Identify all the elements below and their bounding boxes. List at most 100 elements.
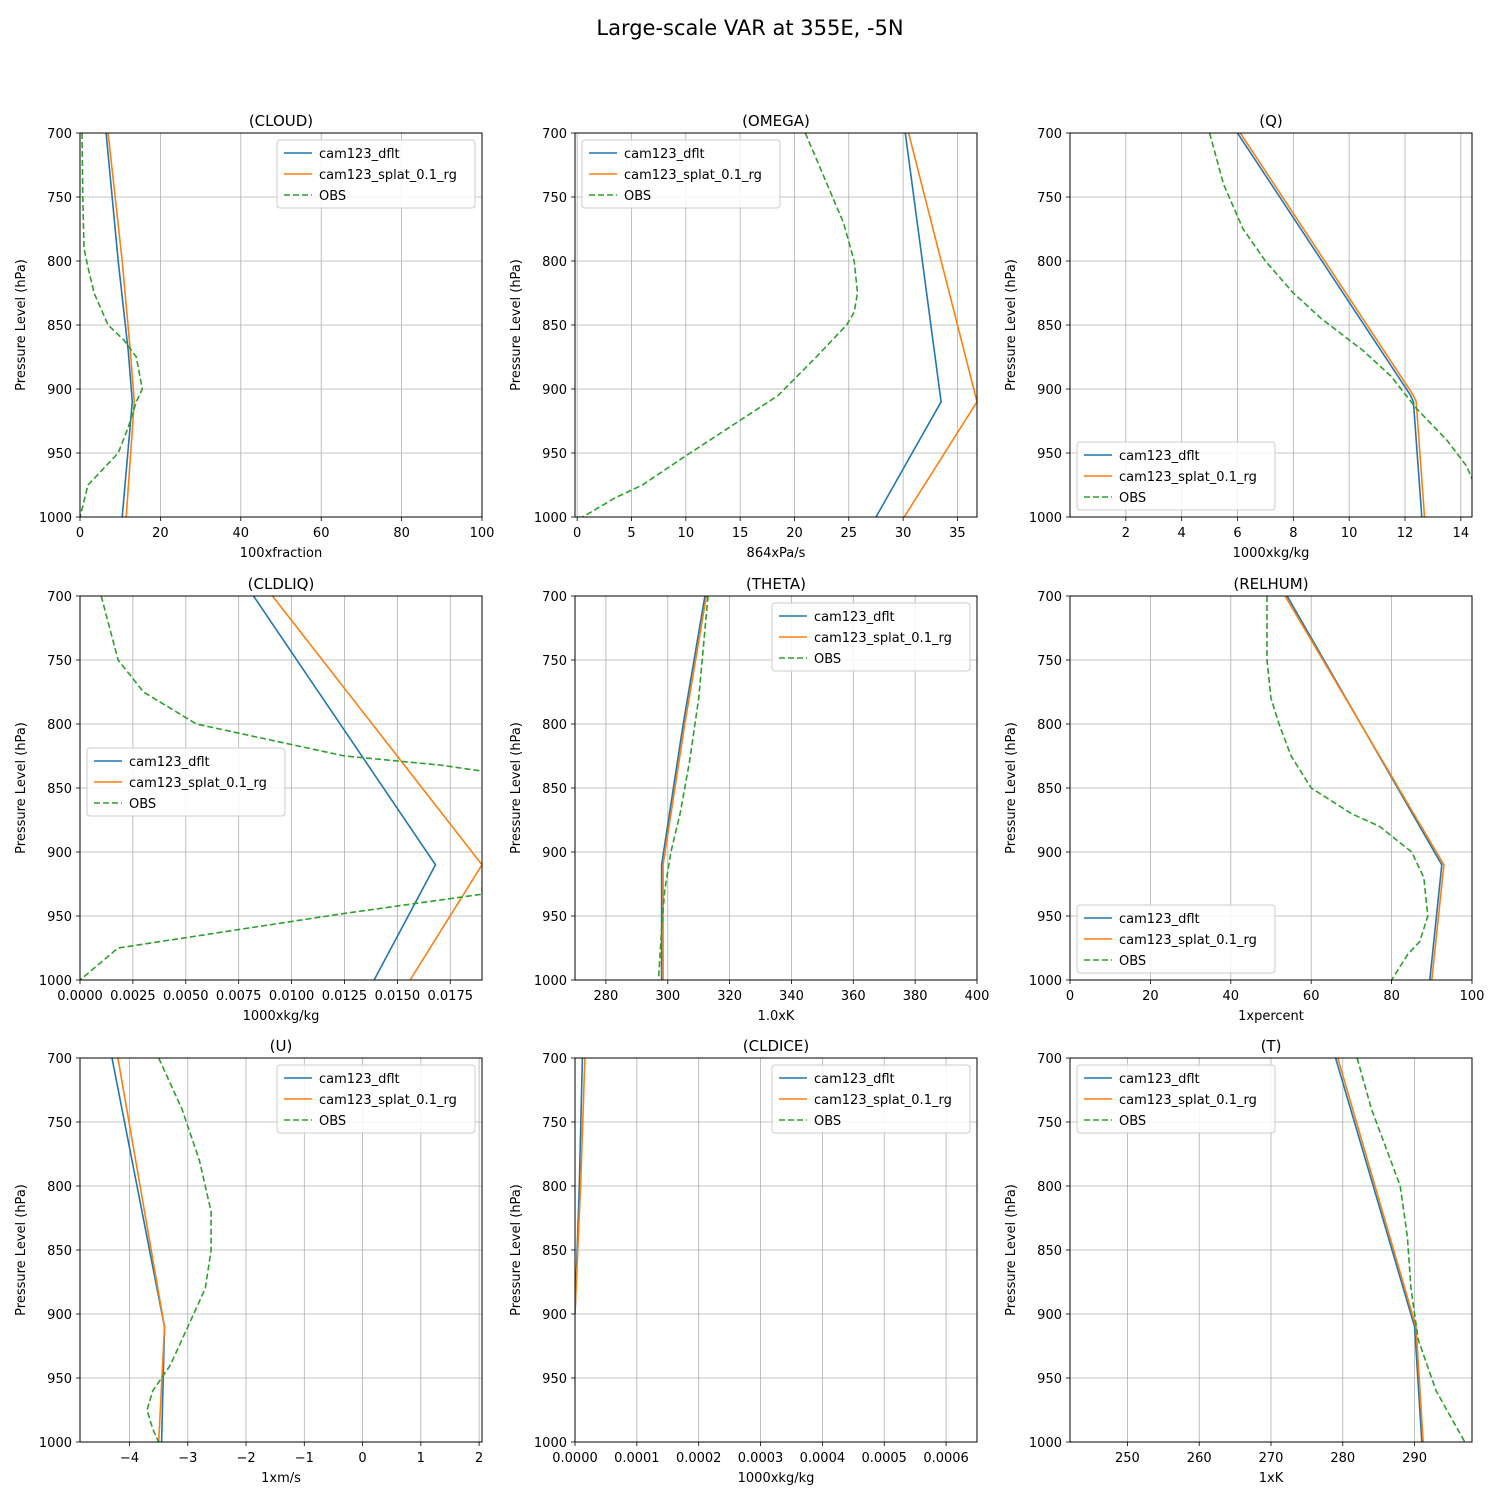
- x-axis-label: 864xPa/s: [747, 546, 806, 561]
- y-tick-label: 850: [542, 319, 567, 334]
- legend-box: [1076, 904, 1276, 974]
- series-line-obs: [1356, 1058, 1466, 1442]
- x-tick-label: 14: [1453, 526, 1470, 541]
- x-tick-label: 0.0175: [428, 989, 474, 1004]
- y-tick-label: 1000: [534, 974, 567, 989]
- x-tick-label: −2: [236, 1451, 255, 1466]
- y-axis-label: Pressure Level (hPa): [509, 722, 524, 854]
- y-axis-label: Pressure Level (hPa): [14, 722, 29, 854]
- x-axis-label: 1000xkg/kg: [738, 1471, 815, 1486]
- legend-label: cam123_splat_0.1_rg: [1119, 933, 1257, 948]
- subplot-theta: 280 300 320 340 360 380 400 700 750 800 850 900 950 1…: [509, 575, 989, 1024]
- x-tick-label: 80: [393, 526, 410, 541]
- legend: cam123_dflt cam123_splat_0.1_rg OBS: [1076, 904, 1276, 974]
- legend-label: cam123_dflt: [624, 147, 705, 162]
- subplot-relhum: 0 20 40 60 80 100 700 750 800 850 900 950 1000 (RELHU…: [1004, 575, 1484, 1024]
- legend-label: cam123_dflt: [814, 1072, 895, 1087]
- subplot-title: (RELHUM): [1233, 575, 1308, 593]
- y-tick-label: 700: [542, 127, 567, 142]
- y-tick-label: 900: [1037, 383, 1062, 398]
- series-line-obs: [80, 133, 144, 517]
- legend-label: OBS: [129, 797, 156, 812]
- legend-box: [276, 1064, 476, 1134]
- series-line-obs: [1266, 596, 1429, 980]
- y-tick-label: 900: [542, 846, 567, 861]
- series-line-obs: [80, 596, 482, 980]
- x-tick-label: 0.0050: [163, 989, 209, 1004]
- y-tick-label: 750: [47, 654, 72, 669]
- y-tick-label: 750: [542, 191, 567, 206]
- x-tick-label: 0.0003: [738, 1451, 784, 1466]
- x-tick-label: 400: [965, 989, 990, 1004]
- x-tick-label: 290: [1402, 1451, 1427, 1466]
- legend-label: OBS: [1119, 1114, 1146, 1129]
- x-tick-label: −3: [178, 1451, 197, 1466]
- x-tick-label: 60: [1303, 989, 1320, 1004]
- y-tick-label: 700: [1037, 1052, 1062, 1067]
- x-tick-label: 8: [1289, 526, 1297, 541]
- subplot-title: (OMEGA): [742, 112, 810, 130]
- subplot-q: 2 4 6 8 10 12 14 700 750 800 850 900 950 1000 (Q) 1000x…: [1004, 112, 1473, 561]
- series-line-cam123-splat-0-1-rg: [903, 133, 977, 517]
- legend: cam123_dflt cam123_splat_0.1_rg OBS: [771, 602, 971, 672]
- legend: cam123_dflt cam123_splat_0.1_rg OBS: [1076, 1064, 1276, 1134]
- x-tick-label: 280: [594, 989, 619, 1004]
- y-tick-label: 1000: [1029, 1436, 1062, 1451]
- y-tick-label: 800: [47, 718, 72, 733]
- y-tick-label: 900: [542, 383, 567, 398]
- series-line-cam123-dflt: [1334, 1058, 1423, 1442]
- series-line-cam123-splat-0-1-rg: [662, 596, 708, 980]
- subplot-title: (THETA): [746, 575, 806, 593]
- subplot-u: −4 −3 −2 −1 0 1 2 700 750 800 850 900 950 1000 (U) 1xm/…: [14, 1037, 483, 1486]
- x-tick-label: 0: [573, 526, 581, 541]
- legend-label: OBS: [1119, 491, 1146, 506]
- y-tick-label: 850: [47, 319, 72, 334]
- y-axis-label: Pressure Level (hPa): [1004, 259, 1019, 391]
- x-tick-label: 4: [1178, 526, 1186, 541]
- y-tick-label: 1000: [39, 974, 72, 989]
- x-tick-label: 35: [949, 526, 966, 541]
- x-tick-label: 360: [841, 989, 866, 1004]
- x-axis-label: 1000xkg/kg: [1233, 546, 1310, 561]
- legend-label: OBS: [319, 1114, 346, 1129]
- legend: cam123_dflt cam123_splat_0.1_rg OBS: [581, 139, 781, 209]
- x-tick-label: 10: [1341, 526, 1358, 541]
- x-tick-label: 280: [1330, 1451, 1355, 1466]
- x-axis-label: 1xm/s: [261, 1471, 301, 1486]
- series-line-cam123-splat-0-1-rg: [1284, 596, 1445, 980]
- x-tick-label: 0.0075: [216, 989, 262, 1004]
- legend: cam123_dflt cam123_splat_0.1_rg OBS: [86, 747, 286, 817]
- y-tick-label: 1000: [39, 511, 72, 526]
- y-tick-label: 850: [542, 782, 567, 797]
- y-tick-label: 750: [47, 191, 72, 206]
- y-tick-label: 850: [1037, 782, 1062, 797]
- y-tick-label: 800: [542, 255, 567, 270]
- y-tick-label: 700: [1037, 590, 1062, 605]
- x-tick-label: 12: [1397, 526, 1414, 541]
- subplot-t: 250 260 270 280 290 700 750 800 850 900 950 1000 (T)…: [1004, 1037, 1473, 1486]
- series-line-cam123-splat-0-1-rg: [107, 133, 136, 517]
- y-tick-label: 750: [1037, 1116, 1062, 1131]
- legend: cam123_dflt cam123_splat_0.1_rg OBS: [1076, 441, 1276, 511]
- legend-box: [1076, 1064, 1276, 1134]
- x-tick-label: 0.0001: [614, 1451, 660, 1466]
- y-tick-label: 950: [542, 910, 567, 925]
- y-tick-label: 850: [1037, 1244, 1062, 1259]
- legend-label: cam123_dflt: [1119, 1072, 1200, 1087]
- x-tick-label: 25: [841, 526, 858, 541]
- x-tick-label: 250: [1115, 1451, 1140, 1466]
- legend-box: [771, 602, 971, 672]
- subplot-cldice: 0.0000 0.0001 0.0002 0.0003 0.0004 0.0005 0.00…: [509, 1037, 978, 1486]
- x-axis-label: 1xpercent: [1238, 1009, 1304, 1024]
- x-tick-label: 30: [895, 526, 912, 541]
- series-line-cam123-splat-0-1-rg: [271, 596, 482, 980]
- x-tick-label: −4: [120, 1451, 139, 1466]
- legend-box: [1076, 441, 1276, 511]
- x-tick-label: 320: [717, 989, 742, 1004]
- x-tick-label: 100: [1460, 989, 1485, 1004]
- y-tick-label: 900: [47, 383, 72, 398]
- legend-label: cam123_dflt: [814, 610, 895, 625]
- y-axis-label: Pressure Level (hPa): [1004, 1184, 1019, 1316]
- y-tick-label: 800: [542, 1180, 567, 1195]
- x-tick-label: 2: [475, 1451, 483, 1466]
